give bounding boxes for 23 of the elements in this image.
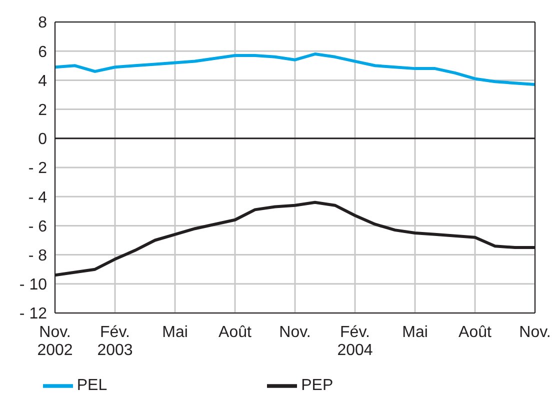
- y-tick-label: - 4: [28, 189, 48, 206]
- y-tick-label: - 2: [28, 160, 48, 178]
- x-tick-label: Août: [458, 324, 492, 341]
- y-tick-label: 4: [38, 72, 48, 90]
- line-series: [55, 52, 535, 86]
- x-tick-label: Fév. 2003: [97, 324, 133, 359]
- x-tick-label: Mai: [402, 324, 428, 341]
- y-tick-label: 0: [38, 131, 48, 148]
- legend-label: PEL: [76, 377, 108, 394]
- y-tick-label: 2: [38, 102, 48, 119]
- y-tick-label: 6: [38, 44, 48, 61]
- y-tick-label: 8: [38, 14, 48, 32]
- x-tick-label: Nov.: [279, 324, 311, 341]
- x-tick-label: Nov.: [519, 324, 551, 341]
- x-tick-label: Août: [218, 324, 252, 341]
- x-tick-label: Mai: [162, 324, 188, 341]
- y-tick-label: - 12: [19, 306, 48, 323]
- x-tick-label: Fév. 2004: [337, 324, 373, 359]
- y-tick-label: - 10: [19, 276, 48, 294]
- y-tick-label: - 8: [28, 247, 48, 264]
- y-tick-label: - 6: [28, 218, 48, 236]
- x-tick-label: Nov. 2002: [37, 324, 73, 359]
- legend-label: PEP: [301, 377, 334, 394]
